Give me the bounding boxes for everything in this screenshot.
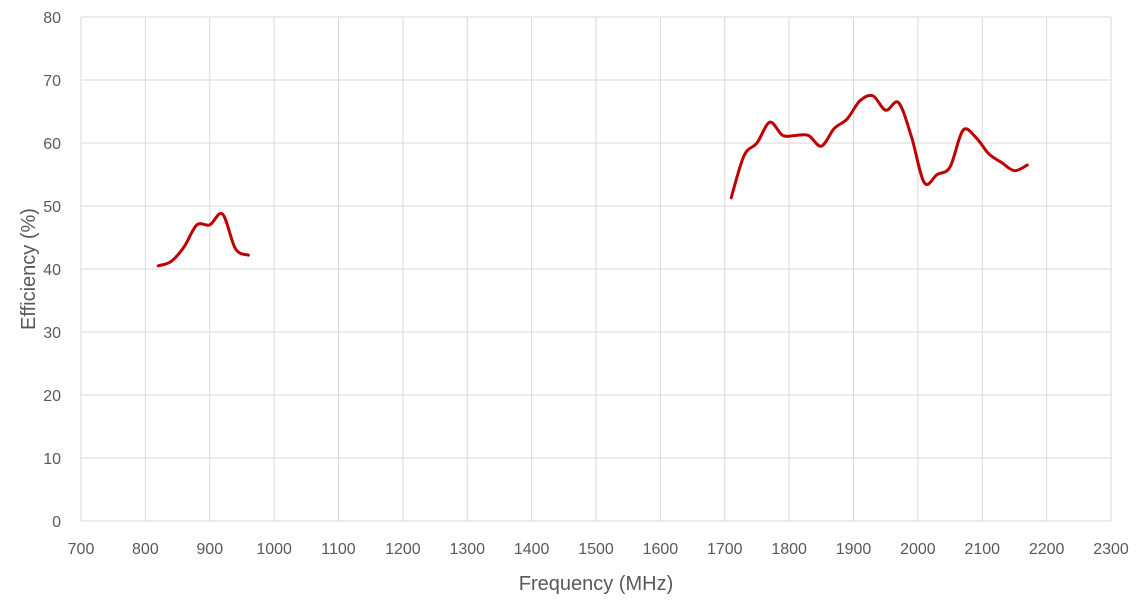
data-series [156,93,1029,268]
y-tick-label: 50 [43,199,61,216]
efficiency-series-line-2 [729,93,1029,200]
x-tick-label: 800 [132,541,159,558]
x-tick-label: 1000 [256,541,292,558]
x-tick-label: 1100 [321,541,356,558]
x-tick-label: 1300 [449,541,485,558]
x-tick-label: 1500 [578,541,614,558]
x-tick-label: 1400 [514,541,550,558]
x-tick-label: 1800 [771,541,807,558]
y-tick-label: 60 [43,136,61,153]
y-tick-label: 0 [52,514,61,531]
grid-lines [80,16,1112,522]
y-tick-label: 70 [43,73,61,90]
x-tick-label: 700 [68,541,95,558]
x-tick-label: 900 [196,541,223,558]
tick-labels: 700 800 900 1000 1100 1200 1300 1400 1500 1600 170… [43,10,1129,558]
y-tick-label: 30 [43,325,61,342]
x-tick-label: 2300 [1093,541,1129,558]
y-tick-label: 40 [43,262,61,279]
x-axis-title: Frequency (MHz) [519,573,673,595]
x-tick-label: 1200 [385,541,421,558]
y-tick-label: 80 [43,10,61,27]
x-tick-label: 1900 [836,541,872,558]
x-tick-label: 1600 [643,541,679,558]
y-tick-label: 10 [43,451,61,468]
x-tick-label: 2200 [1029,541,1065,558]
x-tick-label: 2100 [964,541,1000,558]
x-tick-label: 2000 [900,541,936,558]
x-tick-label: 1700 [707,541,743,558]
y-tick-label: 20 [43,388,61,405]
efficiency-series-line-1 [156,211,250,268]
y-axis-title: Efficiency (%) [18,208,40,330]
